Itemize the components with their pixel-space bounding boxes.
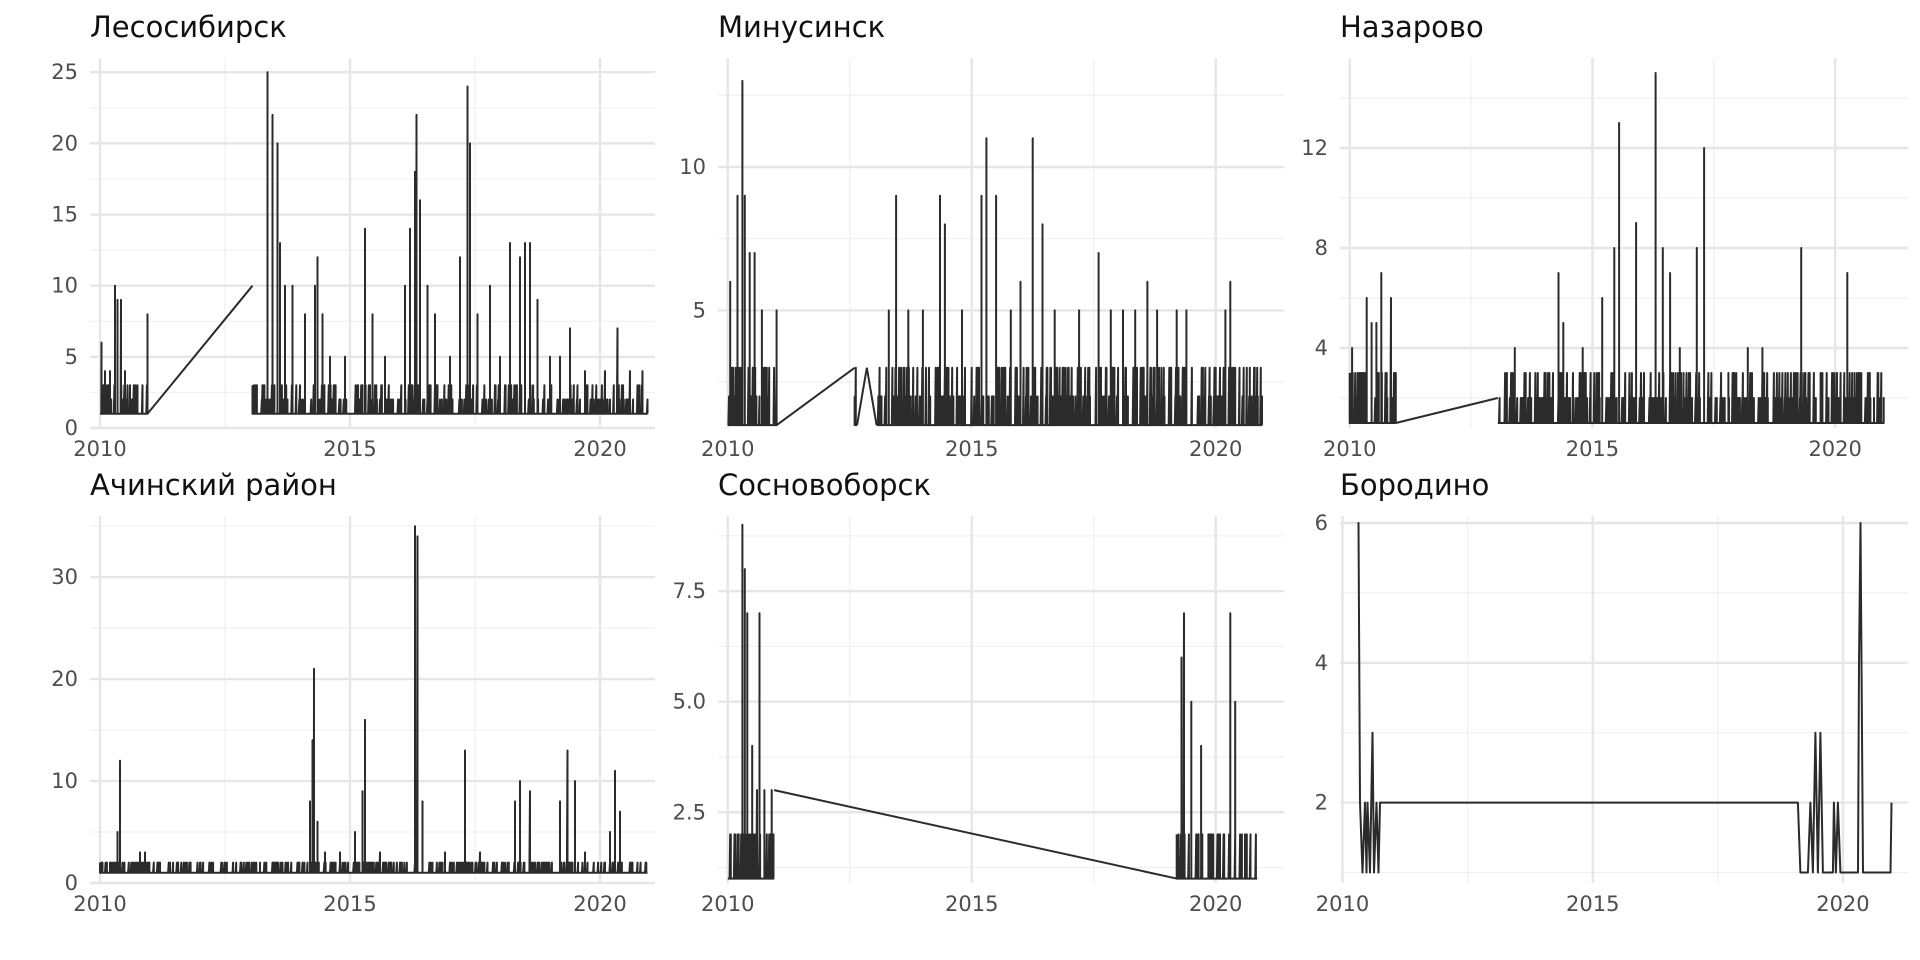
plot-area: 2010 2015 2020 0 10 20 30 [51,516,655,916]
panel-title: Назарово [1340,10,1484,44]
x-tick-label: 2020 [1816,892,1869,916]
y-tick-label: 0 [65,416,78,440]
series-connector-line [775,366,856,426]
x-tick-label: 2015 [945,892,998,916]
x-tick-label: 2020 [1808,437,1861,461]
panel-title: Минусинск [718,10,886,44]
y-tick-label: 30 [51,565,78,589]
series-line [1348,72,1885,424]
y-tick-label: 6 [1315,511,1328,535]
gridlines [1340,58,1908,428]
x-tick-label: 2020 [1189,437,1242,461]
series-connector-line [773,789,1177,880]
x-tick-label: 2010 [1316,892,1369,916]
gridlines [718,516,1284,883]
y-tick-label: 0 [65,871,78,895]
y-tick-label: 25 [51,60,78,84]
series-line [99,71,649,415]
series-line [727,79,1263,427]
series-connector-line [856,367,868,426]
gridlines [90,516,655,885]
y-tick-label: 4 [1315,651,1328,675]
x-tick-label: 2010 [73,892,126,916]
x-tick-label: 2015 [323,892,376,916]
x-tick-label: 2010 [701,437,754,461]
chart-panel-minusinsk: Минусинск 2010 2015 2020 5 10 [679,10,1284,473]
plot-area: 2010 2015 2020 5 10 [679,58,1284,461]
panel-title: Ачинский район [90,468,337,502]
series-connector-line [146,285,254,415]
y-tick-label: 2 [1315,791,1328,815]
x-tick-label: 2015 [323,437,376,461]
x-tick-label: 2015 [945,437,998,461]
y-tick-label: 10 [679,155,706,179]
plot-area: 2010 2015 2020 2.5 5.0 7.5 [673,516,1284,916]
series-line [727,523,1258,880]
y-tick-label: 2.5 [673,800,706,824]
plot-area: 2010 2015 2020 0 5 10 15 20 25 [51,58,655,461]
panel-title: Лесосибирск [90,10,287,44]
x-tick-label: 2015 [1566,892,1619,916]
series-connector-line [1395,397,1499,424]
chart-panel-borodino: Бородино 2010 2015 2020 2 4 6 [1315,468,1908,928]
y-tick-label: 8 [1315,236,1328,260]
x-tick-label: 2010 [1323,437,1376,461]
y-tick-label: 20 [51,131,78,155]
chart-panel-sosnovoborsk: Сосновоборск 2010 2015 2020 2.5 5.0 7.5 [673,468,1284,928]
gridlines [718,58,1284,428]
chart-panel-nazarovo: Назарово 2010 2015 2020 4 8 12 [1301,10,1908,473]
gridlines [90,58,655,430]
y-tick-label: 15 [51,203,78,227]
y-tick-label: 12 [1301,136,1328,160]
x-tick-label: 2010 [701,892,754,916]
x-tick-label: 2015 [1566,437,1619,461]
chart-panel-achinsky-district: Ачинский район 2010 2015 2020 0 10 20 30 [51,468,655,928]
chart-panel-lesosibirsk: Лесосибирск 2010 2015 2020 0 5 10 15 20 25 [51,10,655,473]
series-connector-line [865,367,878,426]
y-tick-label: 10 [51,274,78,298]
series-line [1357,522,1893,874]
y-tick-label: 5 [693,298,706,322]
y-tick-label: 4 [1315,336,1328,360]
series-line [99,525,648,874]
plot-area: 2010 2015 2020 4 8 12 [1301,58,1908,461]
panel-title: Сосновоборск [718,468,931,502]
x-tick-label: 2020 [573,437,626,461]
x-tick-label: 2020 [1189,892,1242,916]
x-tick-label: 2020 [573,892,626,916]
x-tick-label: 2010 [73,437,126,461]
y-tick-label: 7.5 [673,579,706,603]
plot-area: 2010 2015 2020 2 4 6 [1315,511,1908,916]
y-tick-label: 10 [51,769,78,793]
panel-title: Бородино [1340,468,1490,502]
y-tick-label: 5 [65,345,78,369]
y-tick-label: 5.0 [673,690,706,714]
y-tick-label: 20 [51,667,78,691]
